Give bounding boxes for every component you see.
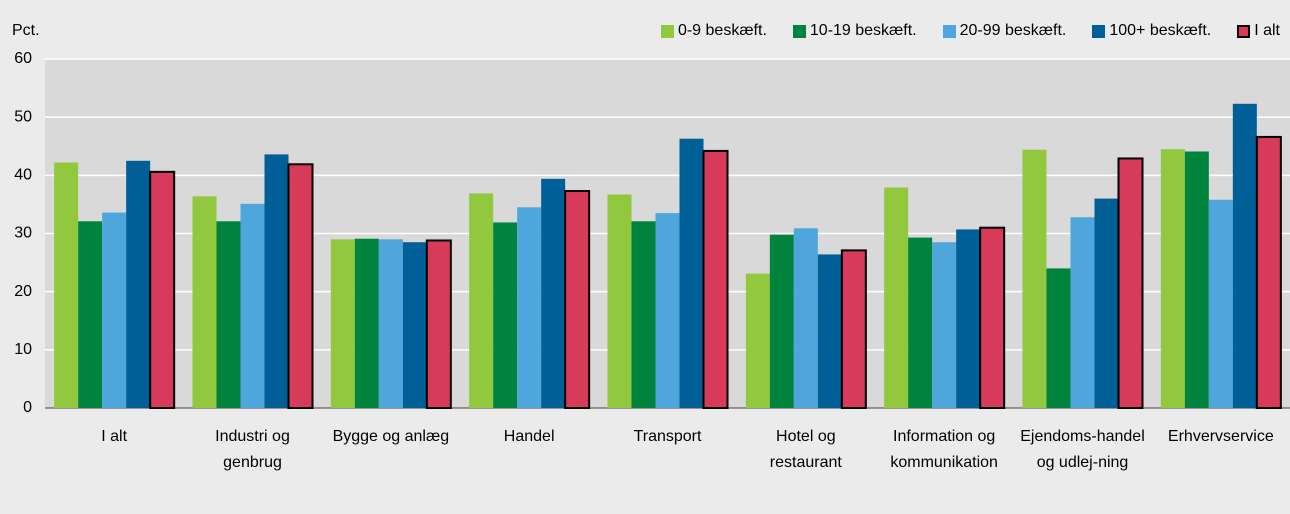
- bar: [793, 228, 818, 408]
- x-tick-label: Hotel og restaurant: [769, 428, 842, 471]
- x-tick-label: Transport: [633, 428, 702, 445]
- bar: [1160, 149, 1185, 409]
- bar: [655, 213, 680, 408]
- bar: [564, 190, 591, 409]
- bar: [1255, 135, 1282, 409]
- bar: [1046, 268, 1071, 408]
- bar: [1184, 151, 1209, 409]
- x-tick-label: Erhvervservice: [1167, 428, 1274, 445]
- bar: [1022, 149, 1047, 409]
- legend-item: 0-9 beskæft.: [660, 22, 767, 40]
- y-tick-label: 0: [23, 399, 32, 416]
- bar: [1094, 198, 1119, 408]
- y-tick-label: 40: [14, 167, 32, 184]
- bar: [979, 226, 1006, 409]
- x-tick-label: I alt: [101, 428, 128, 445]
- legend-item: 10-19 beskæft.: [792, 22, 917, 40]
- x-tick-label: Ejendoms-handel og udlej-ning: [1020, 428, 1145, 471]
- bar: [126, 160, 151, 408]
- legend-label: 20-99 beskæft.: [959, 22, 1067, 39]
- bar: [287, 163, 314, 409]
- bar: [149, 170, 176, 409]
- bar: [1232, 103, 1257, 408]
- bar: [745, 273, 770, 408]
- bar: [1070, 217, 1095, 408]
- legend-label: I alt: [1254, 22, 1280, 39]
- x-tick-label: Handel: [503, 428, 555, 445]
- bar: [769, 234, 794, 408]
- bar: [78, 221, 103, 408]
- x-tick-label: Information og kommunikation: [890, 428, 998, 471]
- bar: [517, 207, 542, 408]
- bar: [216, 221, 241, 408]
- y-tick-label: 30: [14, 225, 32, 242]
- legend-swatch: [1237, 24, 1251, 38]
- x-tick-label: Bygge og anlæg: [332, 428, 450, 445]
- bar: [402, 242, 427, 408]
- bar: [932, 242, 957, 408]
- bar: [702, 149, 729, 410]
- bar: [1208, 199, 1233, 408]
- legend-item: 100+ beskæft.: [1092, 22, 1211, 40]
- bar: [54, 162, 79, 408]
- legend-item: 20-99 beskæft.: [942, 22, 1067, 40]
- bar: [541, 178, 566, 408]
- legend-item: I alt: [1237, 22, 1280, 40]
- legend: 0-9 beskæft. 10-19 beskæft. 20-99 beskæft.…: [660, 22, 1280, 40]
- legend-swatch: [660, 24, 674, 38]
- bar: [493, 222, 518, 408]
- bar: [264, 154, 289, 408]
- y-tick-label: 60: [14, 50, 32, 67]
- bar: [469, 193, 494, 408]
- x-tick-label: Industri og genbrug: [215, 428, 290, 471]
- bar: [425, 239, 452, 409]
- y-tick-label: 50: [14, 108, 32, 125]
- bar: [240, 203, 265, 408]
- legend-label: 10-19 beskæft.: [809, 22, 917, 39]
- bar: [679, 138, 704, 408]
- bar: [840, 249, 867, 409]
- y-axis-label: Pct.: [12, 22, 40, 39]
- bar: [330, 239, 355, 408]
- bar: [378, 239, 403, 408]
- legend-swatch: [942, 24, 956, 38]
- bar: [884, 187, 909, 408]
- bar: [956, 229, 981, 408]
- bar: [192, 196, 217, 408]
- bar: [908, 237, 933, 408]
- bar: [1117, 157, 1144, 409]
- y-tick-label: 10: [14, 341, 32, 358]
- legend-label: 0-9 beskæft.: [677, 22, 767, 39]
- y-tick-label: 20: [14, 283, 32, 300]
- bar: [817, 254, 842, 408]
- bar: [354, 238, 379, 408]
- legend-swatch: [792, 24, 806, 38]
- legend-label: 100+ beskæft.: [1109, 22, 1212, 39]
- bar: [607, 194, 632, 408]
- bar: [102, 212, 127, 408]
- bar: [631, 221, 656, 408]
- legend-swatch: [1092, 24, 1106, 38]
